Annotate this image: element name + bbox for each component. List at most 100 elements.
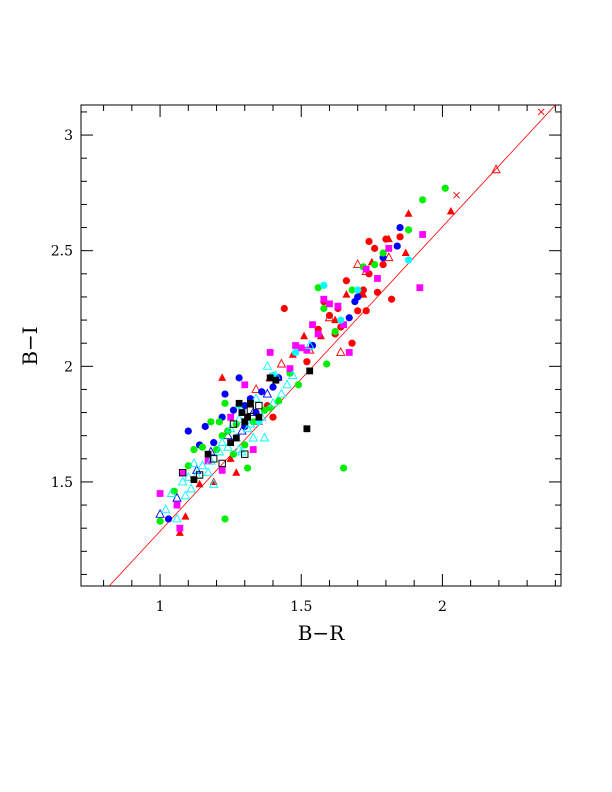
data-point-filled-triangle (359, 290, 368, 298)
data-point-filled-square (235, 399, 243, 407)
y-tick-label: 2 (64, 359, 73, 375)
data-point-filled-circle (379, 260, 387, 269)
data-point-filled-square (362, 265, 370, 273)
data-point-filled-triangle (175, 528, 184, 536)
data-point-open-triangle (203, 467, 213, 477)
data-point-open-square (218, 459, 226, 468)
data-point-filled-circle (387, 295, 396, 303)
data-point-filled-circle (371, 244, 379, 252)
data-point-open-triangle (180, 490, 191, 500)
data-point-open-square (246, 406, 255, 414)
data-point-cross (537, 108, 545, 116)
data-point-filled-circle (365, 237, 373, 246)
data-point-filled-square (419, 231, 427, 238)
data-point-filled-circle (269, 383, 277, 391)
data-point-filled-square (374, 275, 381, 282)
data-point-filled-circle (404, 256, 413, 264)
data-point-open-square (255, 401, 263, 410)
data-point-filled-circle (260, 406, 269, 414)
data-point-open-square (210, 455, 218, 463)
data-point-filled-circle (373, 288, 382, 296)
x-tick-label: 2 (438, 599, 447, 615)
data-point-filled-triangle (209, 477, 218, 485)
data-point-filled-square (244, 413, 251, 421)
data-point-filled-circle (291, 348, 300, 357)
data-point-filled-square (334, 302, 342, 310)
data-point-filled-circle (170, 487, 178, 495)
data-point-filled-circle (215, 418, 223, 426)
data-point-filled-circle (280, 304, 288, 313)
data-point-filled-square (266, 374, 274, 382)
data-point-filled-triangle (300, 331, 309, 340)
data-point-cross (453, 191, 460, 199)
y-tick-label: 1.5 (51, 475, 73, 491)
data-point-filled-circle (212, 445, 221, 454)
data-point-filled-circle (221, 399, 229, 407)
data-point-filled-square (247, 399, 254, 407)
data-point-open-triangle (248, 432, 258, 442)
data-point-filled-circle (354, 293, 362, 301)
data-point-filled-circle (359, 286, 367, 294)
data-point-filled-circle (221, 515, 229, 523)
data-point-open-triangle (251, 383, 261, 393)
x-tick-label: 1 (156, 599, 165, 615)
data-point-filled-square (238, 409, 246, 416)
data-point-open-triangle (245, 418, 256, 428)
data-point-filled-square (272, 376, 280, 384)
data-point-filled-triangle (195, 479, 204, 488)
data-point-filled-circle (348, 339, 356, 347)
data-point-open-triangle (336, 346, 346, 356)
data-point-filled-circle (331, 328, 339, 336)
data-point-open-triangle (177, 476, 188, 486)
data-point-filled-square (320, 295, 328, 303)
data-point-filled-square (314, 330, 322, 338)
data-point-open-triangle (186, 483, 196, 493)
data-point-open-triangle (276, 388, 287, 398)
data-point-open-triangle (197, 460, 208, 470)
data-point-filled-square (416, 284, 424, 292)
data-point-filled-square (173, 501, 181, 509)
data-point-filled-square (385, 244, 393, 252)
data-point-open-triangle (262, 388, 273, 398)
data-point-filled-square (176, 524, 184, 532)
data-point-filled-square (266, 349, 274, 356)
data-point-filled-circle (396, 233, 404, 241)
axis-tick-labels: 1 1.5 2 1.5 2 2.5 3 (51, 128, 447, 615)
x-axis-label: B−R (298, 621, 345, 645)
data-point-filled-circle (320, 281, 328, 289)
data-point-filled-circle (404, 226, 413, 234)
data-point-filled-square (326, 300, 333, 308)
data-point-filled-circle (342, 277, 351, 285)
data-point-filled-circle (198, 443, 207, 451)
data-point-open-triangle (259, 432, 270, 442)
data-point-filled-circle (156, 517, 164, 525)
data-point-open-square (195, 471, 204, 479)
data-point-open-triangle (262, 360, 273, 370)
data-point-filled-circle (210, 439, 218, 447)
data-point-filled-circle (243, 464, 252, 472)
data-point-filled-circle (275, 397, 283, 405)
data-point-filled-square (241, 381, 249, 389)
data-point-open-triangle (242, 423, 253, 433)
data-point-filled-circle (314, 284, 322, 292)
data-point-open-triangle (166, 488, 177, 497)
data-point-filled-triangle (226, 454, 235, 462)
data-point-filled-circle (441, 184, 449, 192)
data-point-filled-triangle (218, 373, 227, 381)
data-point-filled-square (190, 476, 198, 484)
data-point-filled-square (303, 346, 311, 354)
data-point-filled-square (249, 446, 257, 453)
data-point-filled-circle (266, 404, 274, 412)
data-point-filled-circle (379, 249, 387, 257)
data-point-filled-circle (249, 418, 257, 426)
data-point-open-triangle (214, 446, 225, 456)
data-point-open-triangle (223, 441, 233, 451)
data-point-open-triangle (172, 492, 182, 502)
data-point-filled-circle (362, 307, 370, 315)
data-point-filled-square (306, 367, 314, 375)
data-point-open-triangle (282, 379, 292, 389)
fit-line (108, 105, 556, 586)
data-point-filled-circle (241, 441, 249, 449)
data-point-filled-circle (294, 381, 303, 389)
data-point-filled-circle (235, 374, 243, 382)
